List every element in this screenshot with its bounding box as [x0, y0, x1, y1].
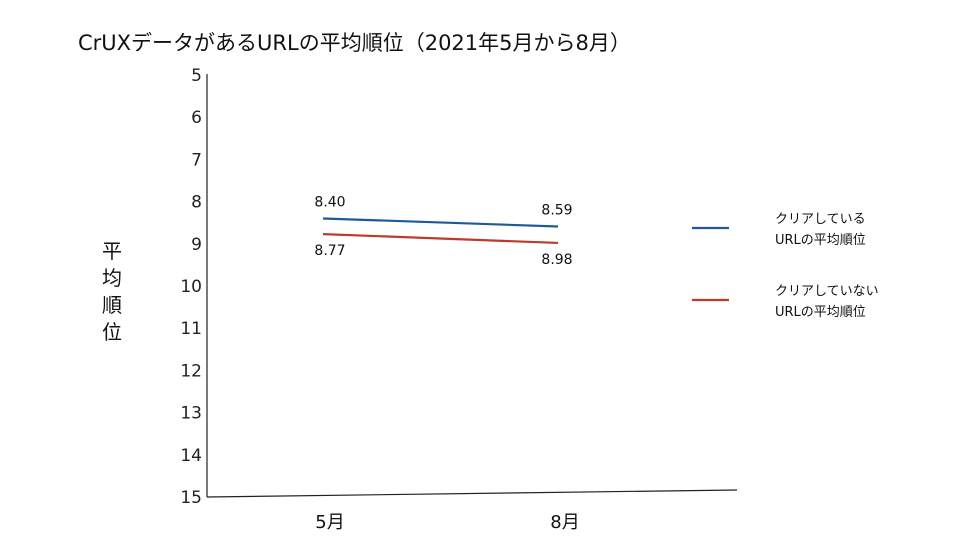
x-category-labels: 5月 8月	[315, 512, 579, 533]
y-tick-labels: 5 6 7 8 9 10 11 12 13 14 15	[180, 66, 202, 508]
series-lines	[322, 217, 559, 245]
y-tick-label: 5	[191, 66, 202, 86]
data-label: 8.40	[314, 194, 345, 210]
y-tick-label: 11	[180, 319, 202, 339]
y-axis-label-char: 位	[102, 320, 122, 344]
x-axis-line	[206, 489, 738, 498]
y-tick-label: 15	[180, 488, 202, 508]
y-tick-label: 9	[191, 235, 202, 255]
x-category-label: 8月	[550, 512, 579, 533]
y-tick-label: 7	[191, 150, 202, 170]
series-line	[322, 217, 559, 228]
y-tick-label: 6	[191, 108, 202, 128]
data-label: 8.77	[314, 243, 345, 259]
y-axis-label: 平均順位	[102, 239, 122, 344]
y-axis-label-char: 平	[102, 239, 122, 263]
data-label: 8.59	[541, 202, 572, 218]
chart-title: CrUXデータがあるURLの平均順位（2021年5月から8月）	[78, 31, 631, 55]
legend-label: クリアしている	[775, 212, 866, 227]
legend-label: URLの平均順位	[775, 233, 866, 248]
y-tick-label: 14	[180, 446, 202, 466]
data-label: 8.98	[541, 252, 572, 268]
series-line	[322, 232, 559, 245]
y-tick-label: 12	[180, 361, 202, 381]
legend-label: クリアしていない	[775, 284, 879, 299]
y-axis-label-char: 順	[102, 293, 122, 317]
y-axis-label-char: 均	[102, 266, 122, 290]
y-tick-label: 10	[180, 277, 202, 297]
data-labels: 8.40 8.59 8.77 8.98	[314, 194, 572, 267]
legend-label: URLの平均順位	[775, 305, 866, 320]
y-tick-label: 13	[180, 404, 202, 424]
y-tick-label: 8	[191, 193, 202, 213]
x-category-label: 5月	[315, 512, 344, 533]
